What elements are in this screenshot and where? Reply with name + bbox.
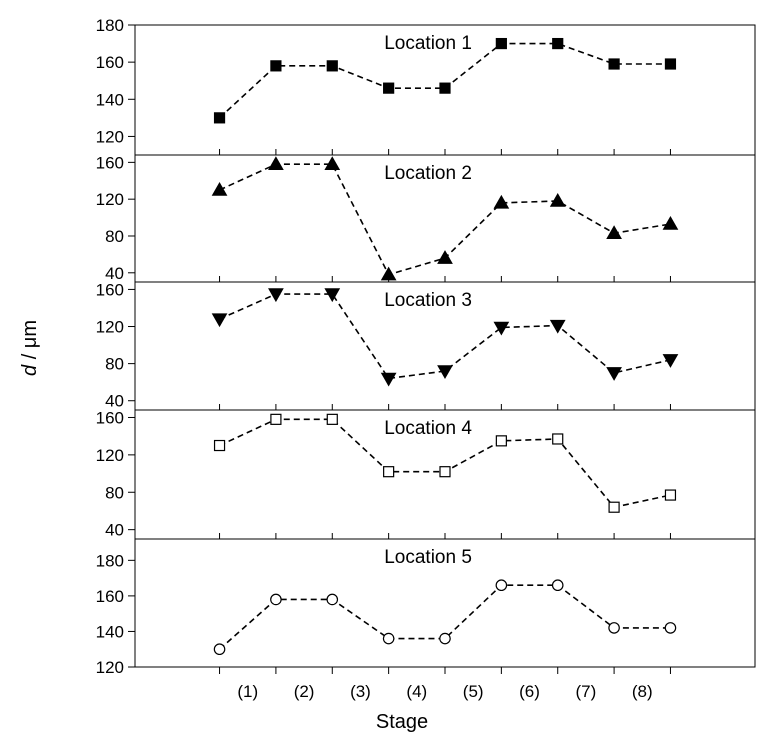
data-point [211,181,228,196]
y-tick-label: 80 [105,355,124,374]
panel-title: Location 1 [384,33,472,54]
panel-title: Location 4 [384,418,472,439]
data-point [326,60,338,72]
data-point [326,413,338,425]
data-point [552,37,564,50]
panel-title: Location 5 [384,547,472,568]
y-tick-label: 160 [96,587,124,606]
y-tick-label: 80 [105,483,124,502]
data-point [437,250,453,264]
series-line [219,584,671,650]
y-tick-label: 120 [96,446,124,465]
x-tick-label: (8) [632,682,653,701]
data-point [437,365,453,380]
data-point [662,354,679,368]
data-point [551,579,564,592]
x-tick-label: (3) [350,682,371,701]
y-tick-label: 160 [96,153,124,172]
y-axis-title: d / μm [19,320,41,376]
data-point [383,82,395,94]
y-tick-label: 140 [96,90,124,109]
data-point [495,435,507,447]
panel-title: Location 2 [384,163,472,184]
chart-panels: 120 140 160 180 Location 1 40 80 120 160 Location… [96,16,756,677]
y-tick-label: 120 [96,127,124,146]
data-point [608,622,620,634]
panel-location-5: 120 140 160 180 Location 5 [96,538,756,677]
data-point [268,156,284,170]
series-line [219,42,671,119]
data-point [493,321,510,336]
data-point [326,593,339,606]
data-point [380,372,397,387]
data-point [382,632,395,645]
data-point [213,439,226,452]
x-tick-label: (4) [406,682,427,701]
x-tick-label: (7) [576,682,597,701]
y-tick-label: 120 [96,190,124,209]
y-axis-title-symbol: d [19,364,41,376]
y-tick-label: 160 [96,408,124,427]
y-tick-label: 180 [96,551,124,570]
y-tick-label: 120 [96,658,124,677]
y-tick-label: 140 [96,622,124,641]
data-point [383,466,395,478]
panel-location-1: 120 140 160 180 Location 1 [96,16,756,156]
data-point [211,313,228,328]
data-point [664,622,677,634]
data-point [213,112,226,124]
data-point [439,82,451,94]
x-tick-label: (2) [294,682,315,701]
data-point [213,643,226,656]
data-point [439,466,451,478]
x-tick-label: (1) [237,682,258,701]
data-point [495,579,508,592]
y-axis-title-unit: / μm [19,320,41,365]
data-point [324,288,341,303]
y-tick-label: 40 [105,521,124,540]
data-point [268,288,284,303]
x-axis: (1) (2) (3) (4) (5) (6) (7) (8) [237,682,652,701]
panel-title: Location 3 [384,290,472,311]
data-point [270,60,282,72]
x-tick-label: (5) [463,682,484,701]
panel-location-2: 40 80 120 160 Location 2 [96,153,756,283]
data-point [549,193,566,207]
data-point [662,216,679,230]
y-tick-label: 80 [105,227,124,246]
data-point [549,319,566,334]
data-point [270,413,282,425]
data-point [380,266,397,281]
y-tick-label: 40 [105,264,124,283]
data-point [324,156,341,170]
y-tick-label: 160 [96,53,124,72]
data-point [608,58,620,70]
x-tick-label: (6) [519,682,540,701]
data-point [606,225,622,239]
y-tick-label: 160 [96,280,124,299]
data-point [664,489,677,501]
data-point [664,58,677,70]
data-point [606,367,622,381]
y-tick-label: 120 [96,318,124,337]
data-point [495,37,507,50]
data-point [439,632,451,645]
panel-location-4: 40 80 120 160 Location 4 [96,408,756,540]
data-point [608,501,620,513]
y-tick-label: 40 [105,392,124,411]
x-axis-title: Stage [376,711,428,733]
data-point [493,194,510,209]
data-point [552,433,564,445]
series-line [219,293,671,380]
panel-location-3: 40 80 120 160 Location 3 [96,280,756,411]
data-point [270,593,282,606]
y-tick-label: 180 [96,16,124,35]
